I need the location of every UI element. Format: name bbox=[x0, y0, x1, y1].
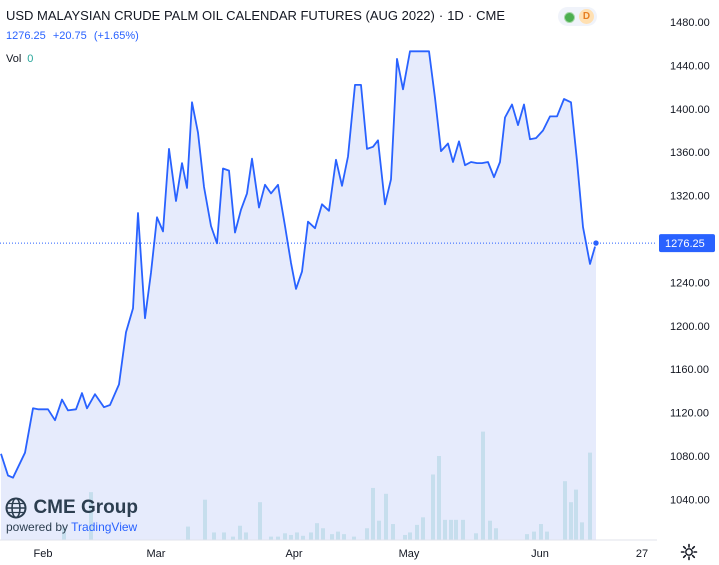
y-tick-label: 1080.00 bbox=[670, 451, 710, 463]
y-tick-label: 1400.00 bbox=[670, 104, 710, 116]
change-percent-value: (+1.65%) bbox=[93, 30, 139, 42]
y-tick-label: 1120.00 bbox=[670, 408, 709, 420]
y-tick-label: 1320.00 bbox=[670, 191, 710, 203]
y-tick-label: 1440.00 bbox=[670, 60, 710, 72]
y-tick-label: 1200.00 bbox=[670, 321, 710, 333]
price-area-fill bbox=[1, 51, 596, 541]
last-price-value: 1276.25 bbox=[6, 30, 46, 42]
y-tick-label: 1040.00 bbox=[670, 494, 710, 506]
last-price-badge: 1276.25 bbox=[659, 234, 715, 253]
tradingview-brand: TradingView bbox=[71, 520, 138, 534]
x-tick-label: 27 bbox=[636, 548, 648, 560]
y-axis: 1040.00 1080.00 1120.00 1160.00 1200.00 1240.… bbox=[670, 17, 710, 506]
x-tick-label: Jun bbox=[531, 548, 549, 560]
volume-label: Vol bbox=[6, 53, 22, 65]
y-tick-label: 1160.00 bbox=[670, 364, 709, 376]
chart-header: USD MALAYSIAN CRUDE PALM OIL CALENDAR FU… bbox=[6, 8, 506, 23]
quote-line: 1276.25 +20.75 (+1.65%) bbox=[6, 30, 143, 42]
volume-legend[interactable]: Vol 0 bbox=[6, 53, 33, 65]
cme-group-logo: CME Group bbox=[5, 497, 138, 519]
cme-globe-icon bbox=[5, 497, 27, 519]
delayed-badge: D bbox=[579, 9, 594, 24]
symbol-title[interactable]: USD MALAYSIAN CRUDE PALM OIL CALENDAR FU… bbox=[6, 8, 435, 23]
last-price-badge-text: 1276.25 bbox=[665, 238, 705, 250]
market-status[interactable]: D bbox=[558, 7, 597, 26]
last-price-dot bbox=[592, 239, 600, 247]
y-tick-label: 1360.00 bbox=[670, 147, 710, 159]
x-axis: Feb Mar Apr May Jun 27 bbox=[34, 548, 649, 560]
settings-gear-icon[interactable] bbox=[680, 543, 698, 561]
exchange-label: CME bbox=[476, 8, 506, 23]
market-open-dot-icon bbox=[564, 12, 575, 23]
powered-by-label: powered by bbox=[6, 520, 69, 534]
volume-value: 0 bbox=[27, 53, 34, 65]
interval-label[interactable]: 1D bbox=[447, 8, 464, 23]
price-line bbox=[0, 50, 597, 479]
last-price-badge-bg bbox=[659, 234, 715, 253]
x-tick-label: Feb bbox=[34, 548, 53, 560]
x-tick-label: Mar bbox=[147, 548, 166, 560]
x-tick-label: Apr bbox=[285, 548, 302, 560]
y-tick-label: 1480.00 bbox=[670, 17, 710, 29]
logo-text: CME Group bbox=[33, 497, 138, 518]
y-tick-label: 1240.00 bbox=[670, 277, 710, 289]
x-tick-label: May bbox=[399, 548, 420, 560]
change-value: +20.75 bbox=[52, 30, 87, 42]
powered-by[interactable]: powered by TradingView bbox=[6, 520, 137, 534]
